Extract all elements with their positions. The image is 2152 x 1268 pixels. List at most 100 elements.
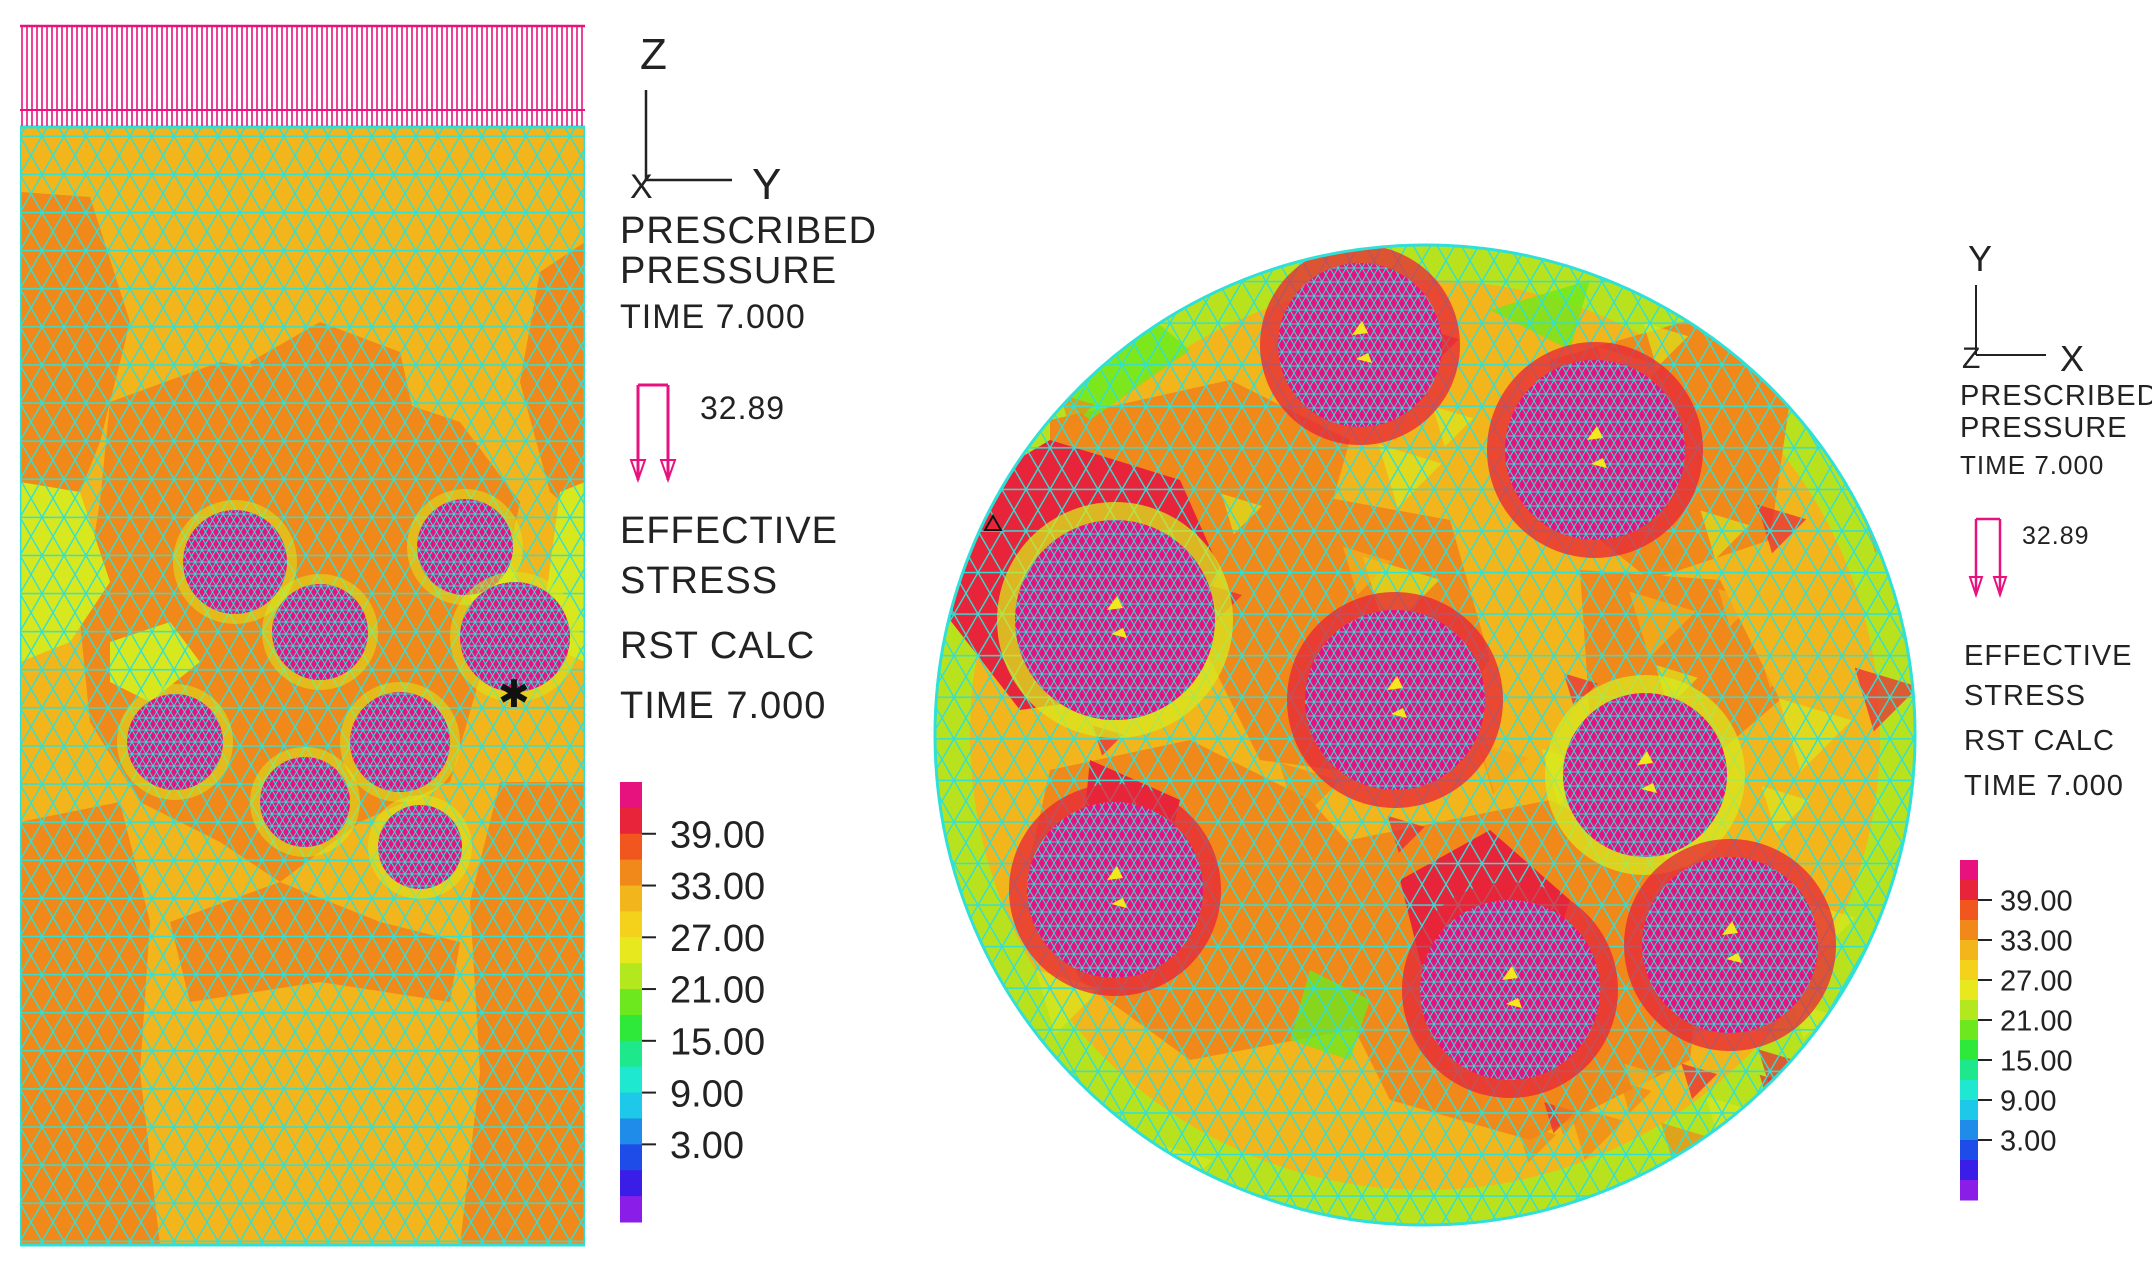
scale-tick-label: 3.00: [670, 1125, 744, 1167]
left-result-time: TIME 7.000: [620, 685, 827, 727]
scale-tick-label: 9.00: [2000, 1085, 2056, 1117]
scale-color-band: [1960, 940, 1978, 961]
scale-tick-label: 21.00: [2000, 1005, 2073, 1037]
scale-color-band: [1960, 1100, 1978, 1121]
scale-color-band: [620, 1144, 642, 1171]
stress-spot: [1637, 751, 1653, 765]
plan-outline: [933, 243, 1917, 1227]
scale-tick-label: 15.00: [670, 1022, 765, 1064]
right-color-scale: 39.00 33.00 27.00 21.00 15.00 9.00 3.00: [1960, 860, 2073, 1201]
left-axis-triad: [644, 90, 732, 182]
scale-tick-label: 33.00: [670, 866, 765, 908]
stress-spot: [1506, 998, 1522, 1008]
aggregate-mesh: [417, 499, 513, 595]
scale-color-band: [1960, 880, 1978, 901]
scale-color-band: [1960, 1160, 1978, 1181]
scale-color-band: [620, 1092, 642, 1119]
vertical-section-svg: ✱: [18, 24, 587, 1247]
scale-tick-label: 27.00: [2000, 965, 2073, 997]
mesh-element: [990, 1101, 1035, 1146]
mesh-element: [1824, 321, 1893, 391]
right-result-title-2: STRESS: [1964, 680, 2087, 712]
left-pressure-value: 32.89: [700, 390, 786, 426]
plan-section-contour-plot: [930, 240, 1920, 1230]
scale-color-band: [620, 1014, 642, 1042]
scale-color-band: [620, 963, 642, 990]
stress-spot: [1641, 783, 1657, 793]
aggregate-mesh: [1305, 610, 1485, 790]
right-axis-triad: [1975, 285, 2046, 356]
stress-spot: [1591, 458, 1607, 468]
right-result-calc: RST CALC: [1964, 725, 2115, 757]
right-load-time: TIME 7.000: [1960, 450, 2105, 480]
stress-spot: [1107, 596, 1123, 610]
right-load-title-2: PRESSURE: [1960, 412, 2128, 444]
stress-spot: [1352, 321, 1368, 335]
scale-color-band: [620, 1118, 642, 1145]
right-axis-z-label: Z: [1962, 342, 1982, 375]
left-color-scale: 39.00 33.00 27.00 21.00 15.00 9.00 3.00: [620, 782, 765, 1223]
vertical-section-contour-plot: ✱: [18, 22, 587, 1247]
scale-color-band: [1960, 960, 1978, 981]
scale-color-band: [620, 833, 642, 861]
left-load-title-1: PRESCRIBED: [620, 210, 878, 252]
scale-color-band: [620, 911, 642, 938]
mesh-element: [1780, 347, 1830, 397]
stress-spot: [1587, 426, 1603, 440]
scale-tick-label: 15.00: [2000, 1045, 2073, 1077]
right-axis-x-label: X: [2060, 338, 2086, 379]
aggregate-mesh: [260, 757, 350, 847]
aggregate-mesh: [460, 582, 570, 692]
node-marker-icon: ✱: [498, 672, 530, 716]
stress-spot: [1502, 966, 1518, 980]
left-result-title-2: STRESS: [620, 560, 779, 602]
left-legend: Z Y X PRESCRIBED PRESSURE TIME 7.000 32.…: [620, 30, 900, 1230]
stress-spot: [1391, 708, 1407, 718]
left-load-time: TIME 7.000: [620, 298, 806, 336]
right-legend: Y X Z PRESCRIBED PRESSURE TIME 7.000 32.…: [1960, 238, 2152, 1220]
scale-color-band: [620, 782, 642, 809]
aggregate-mesh: [183, 510, 287, 614]
mesh-element: [1783, 1090, 1833, 1139]
mesh-element: [1759, 1074, 1834, 1150]
aggregate-mesh: [1505, 360, 1685, 540]
left-pressure-arrow-icon: [629, 383, 677, 484]
aggregate-mesh: [127, 694, 223, 790]
scale-tick-label: 21.00: [670, 970, 765, 1012]
mesh-element: [1692, 1147, 1731, 1186]
scale-tick-label: 9.00: [670, 1073, 744, 1115]
aggregate-mesh: [272, 584, 368, 680]
node-marker-icon: [983, 513, 1003, 531]
scale-color-band: [1960, 1080, 1978, 1101]
aggregate-mesh: [350, 692, 450, 792]
right-pressure-value: 32.89: [2022, 522, 2090, 550]
scale-color-band: [620, 937, 642, 964]
scale-color-band: [620, 807, 642, 835]
stress-spot: [1387, 676, 1403, 690]
left-result-title-1: EFFECTIVE: [620, 510, 839, 552]
scale-color-band: [620, 885, 642, 912]
scale-tick-label: 39.00: [2000, 885, 2073, 917]
scale-color-band: [620, 859, 642, 887]
scale-color-band: [1960, 1060, 1978, 1081]
scale-tick-label: 27.00: [670, 918, 765, 960]
plan-stress-zones: [935, 245, 1915, 1225]
stress-spot: [1111, 898, 1127, 908]
right-result-title-1: EFFECTIVE: [1964, 640, 2133, 672]
left-axis-y-label: Y: [752, 160, 783, 209]
stress-spot: [1111, 628, 1127, 638]
left-axis-z-label: Z: [640, 30, 668, 79]
stress-spot: [1107, 866, 1123, 880]
right-axis-y-label: Y: [1968, 238, 1994, 279]
scale-color-band: [620, 1040, 642, 1068]
scale-color-band: [1960, 920, 1978, 941]
aggregate-mesh: [1563, 693, 1727, 857]
scale-tick-label: 3.00: [2000, 1125, 2056, 1157]
right-result-time: TIME 7.000: [1964, 770, 2124, 802]
scale-color-band: [1960, 860, 1978, 881]
scale-color-band: [1960, 1180, 1978, 1201]
aggregate-mesh: [1420, 900, 1600, 1080]
aggregate-mesh: [1027, 802, 1203, 978]
scale-color-band: [1960, 1140, 1978, 1161]
left-load-title-2: PRESSURE: [620, 250, 838, 292]
